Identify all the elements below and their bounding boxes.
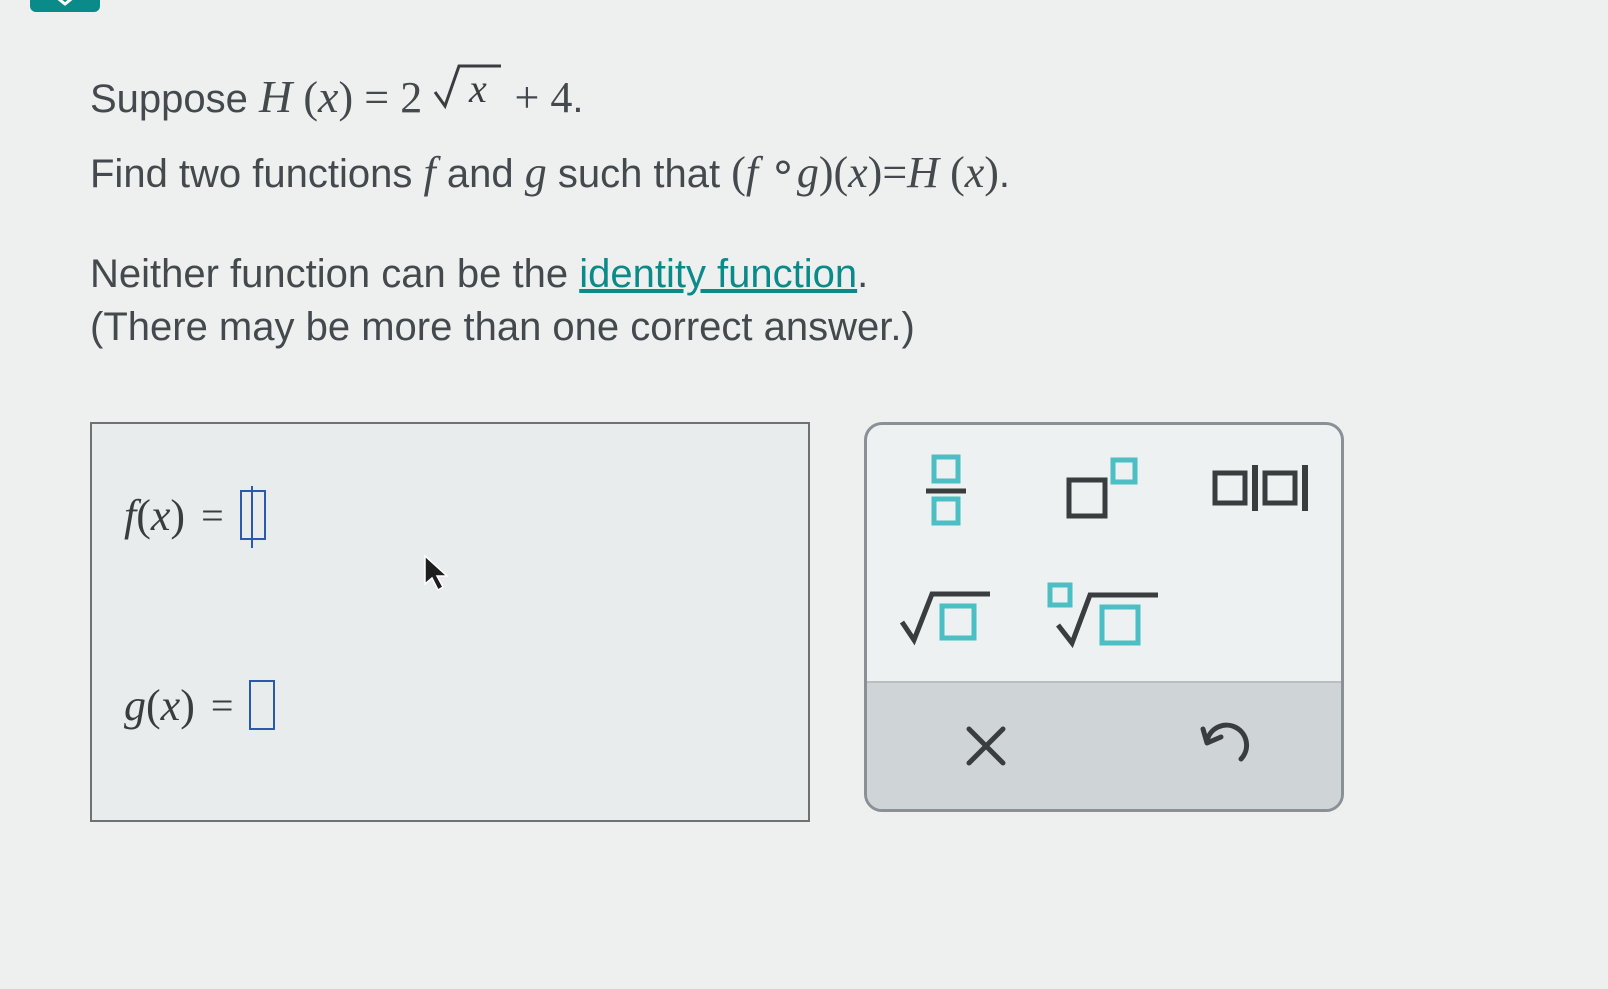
line2-suffix: . <box>999 152 1010 196</box>
question-prefix: Suppose <box>90 77 259 121</box>
palette-nthroot-button[interactable] <box>1025 553 1183 681</box>
palette-blank-cell <box>1183 553 1341 681</box>
question-line-1: Suppose H (x) = 2 x + 4. <box>90 60 1518 129</box>
answer-g-row: g (x) = <box>124 670 776 740</box>
math-openparen: ( <box>303 73 318 122</box>
comp-argclose: ) <box>868 148 883 197</box>
line3-b: . <box>857 252 868 296</box>
line2-prefix: Find two functions <box>90 152 424 196</box>
math-g: g <box>525 148 547 197</box>
palette-fraction-button[interactable] <box>867 425 1025 553</box>
exponent-icon <box>1059 454 1149 524</box>
g-var: x <box>161 680 181 731</box>
math-2: 2 <box>400 73 422 122</box>
comp-x: x <box>848 148 868 197</box>
comp-Hclose: ) <box>984 148 999 197</box>
comp-close: ) <box>819 148 834 197</box>
close-icon <box>961 721 1011 771</box>
comp-g: g <box>797 148 819 197</box>
math-eq: = <box>364 73 389 122</box>
comp-argopen: ( <box>833 148 848 197</box>
f-openparen: ( <box>136 490 151 541</box>
math-closeparen: ) <box>338 73 353 122</box>
undo-icon <box>1193 721 1253 771</box>
identity-function-link[interactable]: identity function <box>579 252 857 296</box>
palette-sqrt-button[interactable] <box>867 553 1025 681</box>
math-plus: + <box>514 73 539 122</box>
math-4: 4 <box>550 73 572 122</box>
math-H: H <box>259 71 292 122</box>
f-input[interactable] <box>240 490 266 540</box>
comp-op: ∘ <box>769 142 797 191</box>
comp-H: H <box>907 148 939 197</box>
comp-Hopen: ( <box>950 148 965 197</box>
palette-exponent-button[interactable] <box>1025 425 1183 553</box>
math-palette <box>864 422 1344 812</box>
palette-clear-button[interactable] <box>867 683 1104 809</box>
comp-f: f <box>746 148 758 197</box>
line3-a: Neither function can be the <box>90 252 579 296</box>
svg-text:x: x <box>468 66 487 111</box>
comp-Hx: x <box>965 148 985 197</box>
g-openparen: ( <box>146 680 161 731</box>
g-closeparen: ) <box>180 680 195 731</box>
question-line-2: Find two functions f and g such that (f … <box>90 147 1518 198</box>
answer-box: f (x) = g (x) = <box>90 422 810 822</box>
palette-abs-button[interactable] <box>1183 425 1341 553</box>
fraction-icon <box>916 449 976 529</box>
collapse-toggle[interactable] <box>30 0 100 12</box>
abs-icon <box>1207 459 1317 519</box>
math-x: x <box>318 71 338 122</box>
f-eq: = <box>201 492 224 539</box>
question-line-4: (There may be more than one correct answ… <box>90 305 1518 350</box>
question-line-3: Neither function can be the identity fun… <box>90 252 1518 297</box>
comp-open: ( <box>731 148 746 197</box>
line2-suchthat: such that <box>547 152 732 196</box>
f-label: f <box>124 490 136 541</box>
sqrt-icon <box>896 582 996 652</box>
answer-f-row: f (x) = <box>124 480 776 550</box>
f-closeparen: ) <box>170 490 185 541</box>
math-sqrt: x <box>433 60 503 112</box>
g-eq: = <box>211 682 234 729</box>
g-input[interactable] <box>249 680 275 730</box>
palette-undo-button[interactable] <box>1104 683 1341 809</box>
question-suffix: . <box>572 77 583 121</box>
f-var: x <box>151 490 171 541</box>
line2-and: and <box>436 152 525 196</box>
comp-eq: = <box>882 148 907 197</box>
g-label: g <box>124 680 146 731</box>
mouse-cursor-icon <box>421 554 455 594</box>
math-f: f <box>424 148 436 197</box>
nthroot-icon <box>1044 579 1164 655</box>
